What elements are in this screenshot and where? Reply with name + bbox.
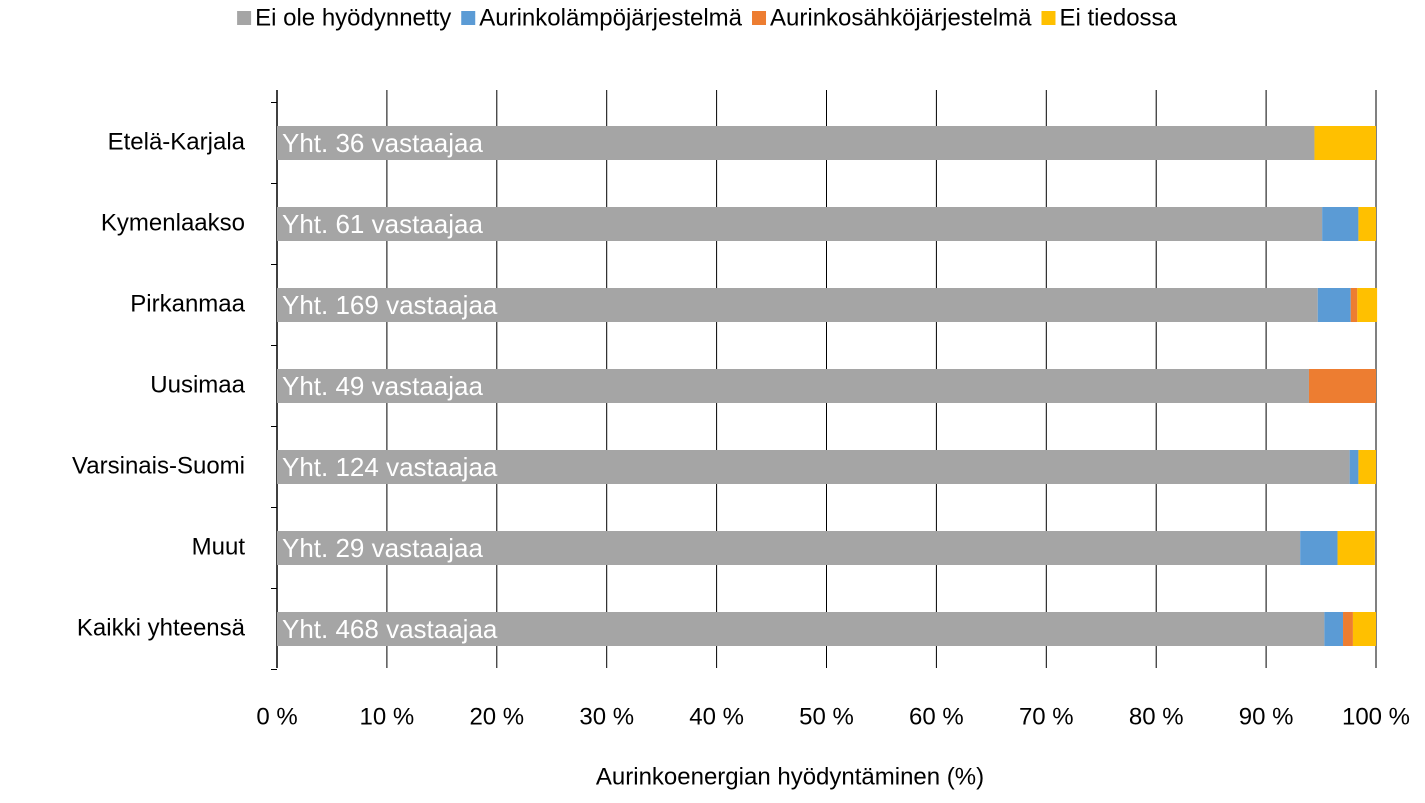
- bar-segment: [1322, 207, 1359, 241]
- bar-segment: [1349, 450, 1359, 484]
- y-tick-label: Kymenlaakso: [101, 209, 245, 236]
- legend-swatch: [237, 11, 252, 25]
- y-tick-label: Muut: [192, 533, 246, 560]
- bar-segment: [277, 531, 1301, 565]
- bar-segment: [1317, 288, 1351, 322]
- bar-segment: [1357, 288, 1378, 322]
- bar-segment: [1314, 126, 1376, 160]
- y-tick-label: Etelä-Karjala: [108, 128, 246, 155]
- bar-segment: [1300, 531, 1338, 565]
- y-tick-label: Uusimaa: [150, 371, 245, 398]
- legend: Ei ole hyödynnetty Aurinkolämpöjärjestelm…: [237, 4, 1178, 31]
- legend-label: Ei ole hyödynnetty: [255, 4, 451, 31]
- x-axis-title: Aurinkoenergian hyödyntäminen (%): [596, 763, 984, 790]
- x-tick-label: 60 %: [909, 703, 964, 730]
- bar-annotation: Yht. 29 vastaajaa: [282, 533, 483, 563]
- bar-annotation: Yht. 61 vastaajaa: [282, 209, 483, 239]
- legend-swatch: [461, 11, 476, 25]
- y-tick-label: Varsinais-Suomi: [72, 452, 245, 479]
- bar-segment: [277, 369, 1309, 403]
- legend-swatch: [752, 11, 767, 25]
- legend-label: Aurinkosähköjärjestelmä: [770, 4, 1032, 31]
- bar-segment: [277, 126, 1315, 160]
- bar-segment: [1358, 207, 1376, 241]
- bar-segment: [277, 612, 1325, 646]
- x-tick-label: 50 %: [799, 703, 854, 730]
- bar-annotation: Yht. 49 vastaajaa: [282, 371, 483, 401]
- bar-segment: [277, 288, 1318, 322]
- bar-segment: [1308, 369, 1376, 403]
- x-tick-label: 10 %: [360, 703, 415, 730]
- bar-segment: [1337, 531, 1375, 565]
- legend-swatch: [1041, 11, 1056, 25]
- bar-annotation: Yht. 468 vastaajaa: [282, 614, 498, 644]
- x-tick-label: 0 %: [256, 703, 297, 730]
- bar-annotation: Yht. 169 vastaajaa: [282, 290, 498, 320]
- bar-segment: [277, 450, 1350, 484]
- x-tick-label: 70 %: [1019, 703, 1074, 730]
- y-tick-label: Pirkanmaa: [130, 290, 245, 317]
- x-tick-label: 20 %: [469, 703, 524, 730]
- x-tick-label: 40 %: [689, 703, 744, 730]
- legend-label: Aurinkolämpöjärjestelmä: [479, 4, 742, 31]
- bar-annotation: Yht. 124 vastaajaa: [282, 452, 498, 482]
- bar-segment: [1358, 450, 1376, 484]
- bar-segment: [1343, 612, 1353, 646]
- x-tick-label: 30 %: [579, 703, 634, 730]
- bar-segment: [1324, 612, 1344, 646]
- x-tick-label: 90 %: [1239, 703, 1294, 730]
- bar-segment: [277, 207, 1323, 241]
- bar-annotation: Yht. 36 vastaajaa: [282, 128, 483, 158]
- bar-segment: [1352, 612, 1376, 646]
- y-tick-label: Kaikki yhteensä: [77, 614, 246, 641]
- x-tick-label: 100 %: [1342, 703, 1410, 730]
- bar-segment: [1350, 288, 1358, 322]
- legend-label: Ei tiedossa: [1059, 4, 1177, 31]
- x-tick-label: 80 %: [1129, 703, 1184, 730]
